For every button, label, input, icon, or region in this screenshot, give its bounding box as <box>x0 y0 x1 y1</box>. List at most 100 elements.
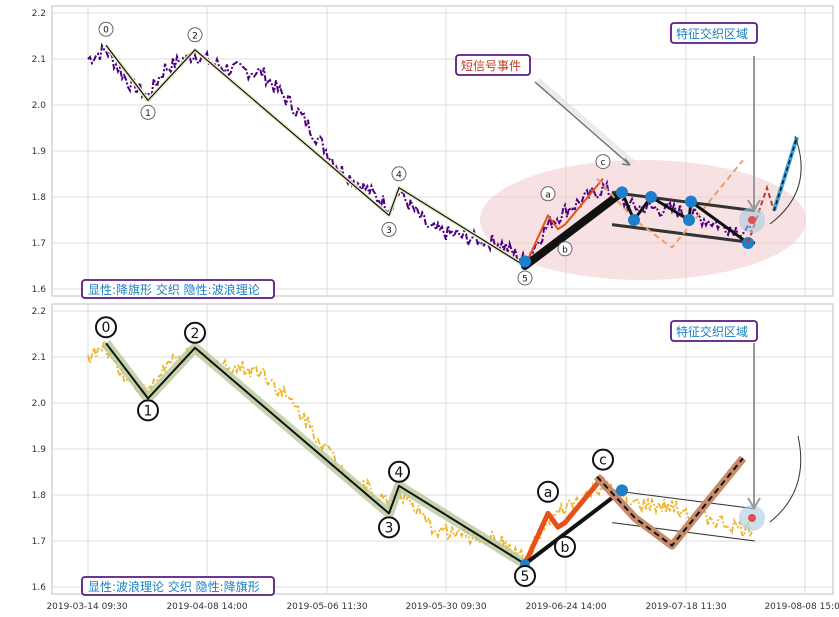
wave-label-circle <box>537 480 559 503</box>
wave-line <box>105 342 526 565</box>
wave-label-c: c <box>599 453 607 469</box>
top-zone-text: 特征交织区域 <box>676 26 748 41</box>
x-tick-label: 2019-07-18 11:30 <box>645 602 726 612</box>
wave-label-circle <box>557 241 573 257</box>
wave-label-c: c <box>601 158 606 168</box>
y-tick-label: 1.9 <box>32 147 47 157</box>
top-label-text: 显性:降旗形 交织 隐性:波浪理论 <box>88 282 260 297</box>
short-signal-text: 短信号事件 <box>461 59 521 73</box>
breakout-curve-arrow <box>769 435 802 523</box>
bottom-bottom-left-label: 显性:波浪理论 交织 隐性:降旗形 <box>81 576 275 596</box>
y-tick-label: 2.1 <box>32 353 46 363</box>
wave-label-4: 4 <box>396 170 402 180</box>
wave-label-1: 1 <box>145 109 151 119</box>
wave-label-0: 0 <box>103 26 109 36</box>
wave-label-circle <box>517 270 533 286</box>
flag-node <box>645 191 657 203</box>
y-tick-label: 1.7 <box>32 537 46 547</box>
flag-node <box>628 214 640 226</box>
y-tick-label: 1.9 <box>32 445 47 455</box>
wave-label-circle <box>388 460 410 483</box>
y-tick-label: 1.6 <box>32 285 47 295</box>
x-tick-label: 2019-06-24 14:00 <box>525 602 606 612</box>
wave-label-2: 2 <box>191 326 200 342</box>
x-tick-label: 2019-03-14 09:30 <box>46 602 127 612</box>
wave-label-circle <box>592 448 614 471</box>
y-tick-label: 2.2 <box>32 9 46 19</box>
wave-label-circle <box>514 565 536 587</box>
wave-label-0: 0 <box>102 320 111 336</box>
zone-pointer-arrowhead <box>747 497 761 510</box>
wave-label-2: 2 <box>192 31 198 41</box>
y-tick-label: 2.1 <box>32 55 46 65</box>
x-tick-label: 2019-05-30 09:30 <box>405 602 486 612</box>
wave-label-circle <box>98 21 114 37</box>
y-tick-label: 1.8 <box>32 193 47 203</box>
flag-pole-line <box>523 488 624 566</box>
flag-node <box>519 255 531 268</box>
wave-label-circle <box>595 154 611 170</box>
wave-label-circle <box>137 399 159 422</box>
breakout-curve-arrow <box>769 135 802 225</box>
top-panel: 2.2 2.1 2.0 1.9 1.8 1.7 1.6 0 1 2 3 4 5 a b c <box>32 5 834 297</box>
flag-node <box>616 484 628 497</box>
projection-highlight <box>594 455 747 550</box>
wave-label-circle <box>95 316 117 339</box>
bottom-label-text: 显性:波浪理论 交织 隐性:降旗形 <box>88 579 260 594</box>
wave-label-circle <box>140 104 156 120</box>
wave-label-b: b <box>562 245 568 255</box>
target-dot <box>748 216 756 224</box>
top-y-ticks: 2.2 2.1 2.0 1.9 1.8 1.7 1.6 <box>32 9 47 295</box>
y-tick-label: 2.0 <box>32 399 47 409</box>
wave-label-circle <box>381 221 397 237</box>
short-signal-arrow-shadow <box>536 78 636 165</box>
wave-label-3: 3 <box>386 226 392 236</box>
x-tick-label: 2019-04-08 14:00 <box>166 602 247 612</box>
zone-pointer-arrowhead <box>747 199 761 212</box>
short-signal-callout: 短信号事件 <box>455 54 531 76</box>
flag-node <box>616 186 628 199</box>
y-tick-label: 1.6 <box>32 583 47 593</box>
top-price-series <box>87 42 753 268</box>
y-tick-label: 2.0 <box>32 101 47 111</box>
bottom-y-ticks: 2.2 2.1 2.0 1.9 1.8 1.7 1.6 <box>32 307 47 593</box>
wave-label-5: 5 <box>522 275 528 285</box>
x-tick-label: 2019-08-08 15:00 <box>764 602 839 612</box>
wave-label-circle <box>391 166 407 182</box>
wave-label-4: 4 <box>395 465 404 481</box>
wave-label-5: 5 <box>521 569 530 585</box>
bottom-wave-labels: 0 1 2 3 4 5 a b c <box>95 316 614 587</box>
top-overlay <box>104 43 802 270</box>
y-tick-label: 1.8 <box>32 491 47 501</box>
wave-label-3: 3 <box>385 520 394 536</box>
top-bottom-left-label: 显性:降旗形 交织 隐性:波浪理论 <box>81 279 275 299</box>
abc-correction-line <box>524 177 604 267</box>
wave-label-circle <box>540 186 556 202</box>
bottom-zone-callout: 特征交织区域 <box>670 320 758 342</box>
wave-label-a: a <box>544 485 553 501</box>
x-tick-label: 2019-05-06 11:30 <box>286 602 367 612</box>
breakout-dashed <box>773 136 798 212</box>
flag-pole-line <box>521 188 626 270</box>
wave-label-circle <box>378 516 400 539</box>
wave-label-a: a <box>545 190 551 200</box>
abc-correction-line <box>522 475 605 566</box>
wave-label-1: 1 <box>144 403 153 419</box>
y-tick-label: 1.7 <box>32 239 46 249</box>
short-signal-arrow <box>534 81 631 166</box>
wave-line <box>105 44 526 267</box>
top-wave-labels: 0 1 2 3 4 5 a b c <box>98 21 611 286</box>
bottom-zone-text: 特征交织区域 <box>676 324 748 339</box>
y-tick-label: 2.2 <box>32 307 46 317</box>
x-ticks: 2019-03-14 09:30 2019-04-08 14:00 2019-05-… <box>46 602 839 612</box>
wave-label-circle <box>184 321 206 344</box>
flag-node <box>685 195 697 208</box>
wave-label-b: b <box>561 540 570 556</box>
bottom-overlay <box>102 340 802 569</box>
wave-label-circle <box>187 27 203 43</box>
flag-upper-line <box>611 489 756 510</box>
target-dot <box>748 514 756 522</box>
flag-node <box>683 214 695 226</box>
bottom-panel: 2.2 2.1 2.0 1.9 1.8 1.7 1.6 0 1 2 3 4 5 a b c <box>32 303 834 595</box>
